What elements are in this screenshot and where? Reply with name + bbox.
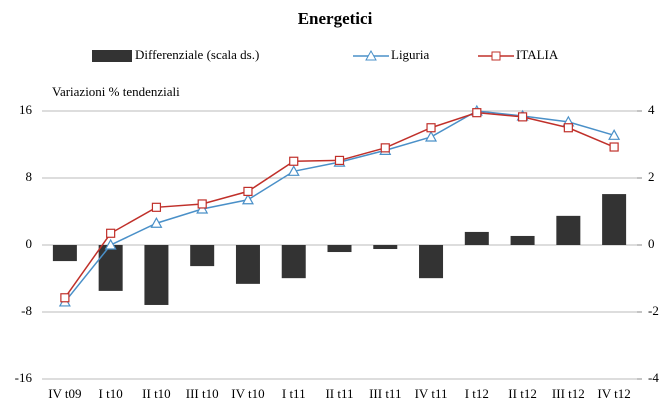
x-tick-label: IV t12 [597,386,630,401]
x-tick-label: III t10 [186,386,219,401]
marker [289,156,299,166]
x-tick-label: I t11 [282,386,306,401]
y-tick-label: 0 [26,236,33,251]
y-axis-label: Variazioni % tendenziali [52,84,180,99]
x-tick-label: III t12 [552,386,585,401]
bar [235,245,260,284]
bar [602,194,627,245]
legend-marker [491,51,501,61]
bar [281,245,306,279]
y-tick-label: 8 [26,169,33,184]
x-tick-label: IV t10 [231,386,264,401]
marker [425,130,438,142]
marker [106,228,116,238]
x-tick-label: IV t11 [415,386,448,401]
y-tick-label: 16 [19,102,33,117]
bar [144,245,169,305]
bar [98,245,123,291]
bar [327,245,352,253]
bar [419,245,444,279]
marker [472,108,482,118]
marker [151,202,162,212]
marker [334,155,345,166]
x-tick-label: IV t09 [48,386,81,401]
bar [52,245,77,262]
legend-label: Differenziale (scala ds.) [135,47,259,62]
marker [197,199,207,209]
bar [373,245,398,250]
x-tick-label: II t12 [508,386,537,401]
marker [60,293,70,303]
marker [243,186,253,196]
marker [241,193,254,205]
marker [426,123,436,133]
marker [380,143,390,153]
marker [608,129,621,140]
marker [150,216,163,228]
y2-tick-label: -2 [648,303,659,318]
x-tick-label: I t10 [99,386,123,401]
marker [287,165,300,176]
bar [190,245,215,267]
x-tick-label: II t10 [142,386,171,401]
y2-tick-label: 4 [648,102,655,117]
x-tick-label: I t12 [465,386,489,401]
chart-title: Energetici [298,9,373,28]
x-tick-label: III t11 [369,386,401,401]
bar [510,235,535,245]
bar [464,231,489,245]
y2-tick-label: 0 [648,236,655,251]
marker [104,238,117,250]
bar [556,215,581,245]
legend-label: ITALIA [516,47,559,62]
y-tick-label: -8 [21,303,32,318]
marker [517,112,528,122]
y2-tick-label: -4 [648,370,659,385]
y-tick-label: -16 [15,370,33,385]
legend-swatch [92,50,132,62]
marker [563,123,573,133]
marker [609,142,619,152]
legend-label: Liguria [391,47,429,62]
y2-tick-label: 2 [648,169,655,184]
legend-marker [365,49,377,61]
x-tick-label: II t11 [325,386,353,401]
